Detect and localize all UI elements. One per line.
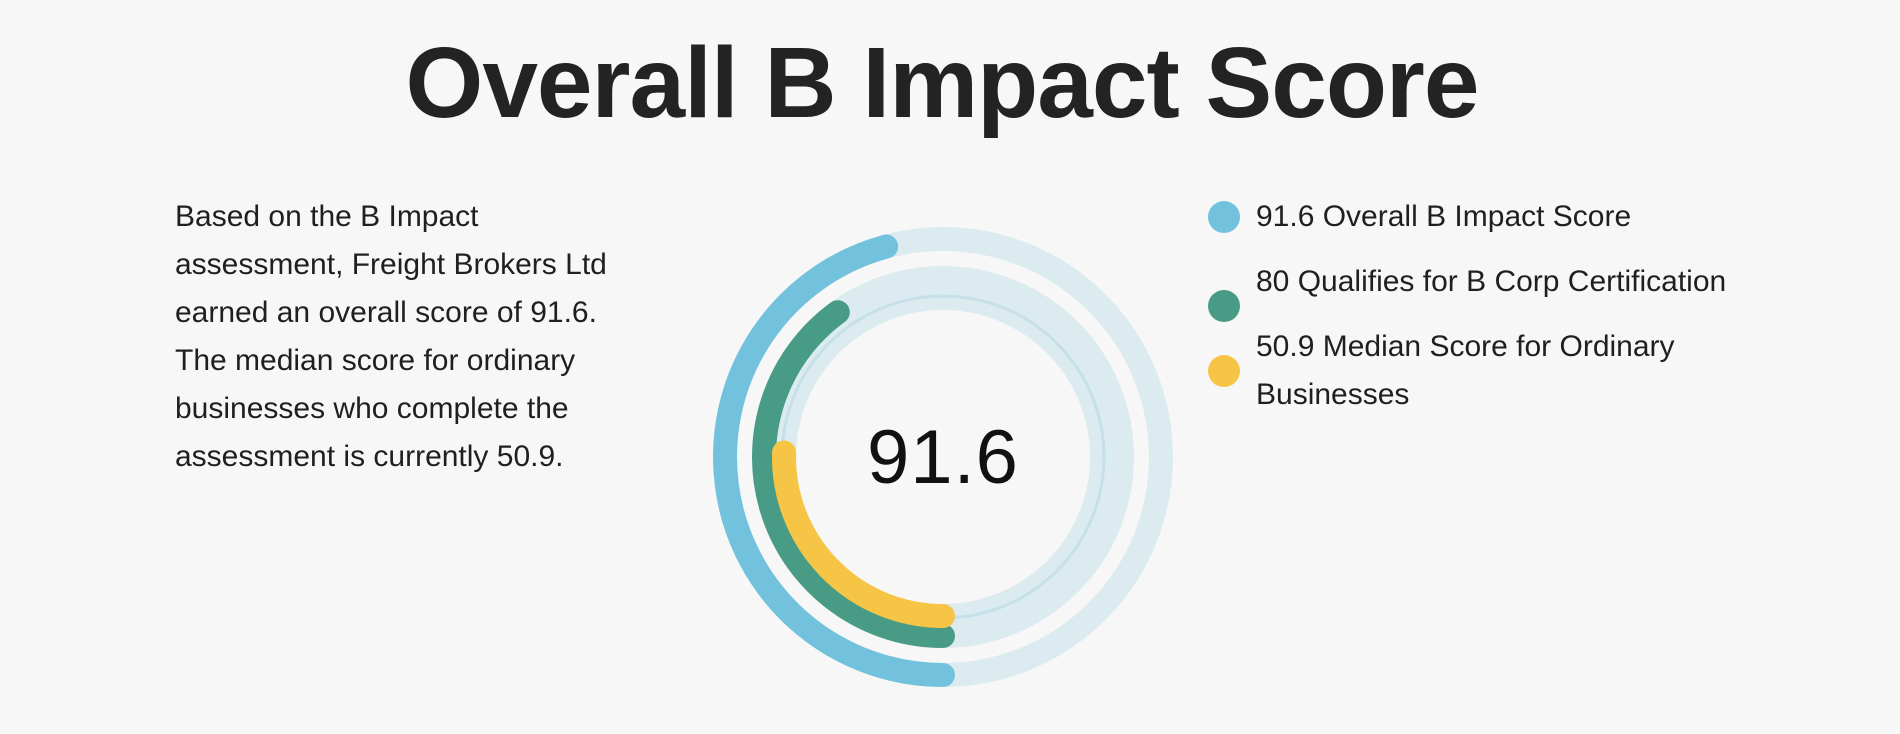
- legend-label-median: 50.9 Median Score for Ordinary Businesse…: [1256, 330, 1675, 411]
- legend-label-b-corp: 80 Qualifies for B Corp Certification: [1256, 265, 1727, 298]
- score-description: Based on the B Impact assessment, Freigh…: [175, 200, 607, 473]
- legend-dot-median: [1208, 355, 1240, 387]
- page-title: Overall B Impact Score: [405, 27, 1480, 139]
- score-gauge-chart: [713, 227, 1173, 687]
- score-gauge: 91.6: [713, 227, 1173, 687]
- legend-dot-b-corp: [1208, 290, 1240, 322]
- gauge-arc-b-corp: [752, 300, 955, 648]
- legend-item-overall: 91.6 Overall B Impact Score: [1207, 193, 1767, 241]
- gauge-arc-median: [772, 440, 955, 628]
- legend-item-median: 50.9 Median Score for Ordinary Businesse…: [1207, 323, 1767, 419]
- gauge-arc-overall: [713, 234, 955, 687]
- legend-dot-overall: [1208, 201, 1240, 233]
- score-legend: 91.6 Overall B Impact Score 80 Qualifies…: [1207, 193, 1767, 436]
- legend-item-b-corp: 80 Qualifies for B Corp Certification: [1207, 258, 1767, 322]
- center-score-value: 91.6: [867, 414, 1019, 500]
- legend-label-overall: 91.6 Overall B Impact Score: [1256, 200, 1632, 233]
